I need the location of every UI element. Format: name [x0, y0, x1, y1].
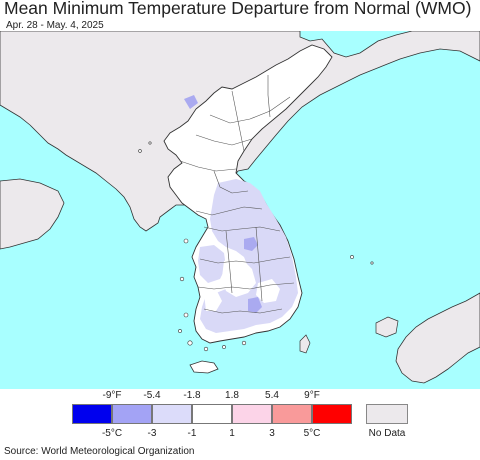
- dokdo: [370, 261, 374, 265]
- legend-f-label: -9°F: [102, 390, 122, 401]
- legend-c-label: 1: [229, 428, 235, 439]
- legend-swatch: [272, 404, 312, 424]
- legend-c-label: -1: [187, 428, 197, 439]
- legend-c-label: -3: [147, 428, 157, 439]
- below-normal-spot-2: [248, 297, 262, 313]
- legend-f-label: 5.4: [265, 390, 279, 401]
- japan: [395, 292, 480, 384]
- legend-f-label: -1.8: [183, 390, 201, 401]
- legend-swatch: [72, 404, 112, 424]
- china-coast: [0, 178, 65, 250]
- tsushima: [299, 334, 311, 354]
- map-panel: [0, 31, 480, 389]
- legend-f-label: 9°F: [304, 390, 320, 401]
- legend: -9°F -5.4 -1.8 1.8 5.4 9°F -5°C -3 -1 1 …: [0, 389, 480, 439]
- legend-c-label: 5°C: [303, 428, 321, 439]
- below-normal-spot: [244, 237, 258, 251]
- province-boundaries: [179, 75, 295, 314]
- legend-f-label: 1.8: [225, 390, 239, 401]
- no-data-swatch: [366, 404, 408, 424]
- temperature-map: [0, 31, 480, 389]
- source-credit: Source: World Meteorological Organizatio…: [4, 446, 195, 457]
- jeju-island: [189, 360, 219, 374]
- legend-f-label: -5.4: [143, 390, 161, 401]
- no-data-label: No Data: [368, 428, 406, 439]
- western-islands: [138, 141, 247, 352]
- slightly-below-west: [198, 245, 226, 283]
- legend-c-label: 3: [269, 428, 275, 439]
- legend-swatch: [232, 404, 272, 424]
- legend-swatch: [112, 404, 152, 424]
- below-normal-spot-3: [184, 95, 198, 109]
- near-normal-patch-3: [204, 289, 222, 311]
- legend-swatch: [312, 404, 352, 424]
- map-title: Mean Minimum Temperature Departure from …: [4, 0, 472, 18]
- legend-swatch: [192, 404, 232, 424]
- ulleungdo: [350, 255, 354, 259]
- legend-swatch: [152, 404, 192, 424]
- near-normal-patch-2: [256, 279, 280, 303]
- japan-islet: [375, 316, 399, 338]
- legend-c-label: -5°C: [101, 428, 123, 439]
- date-range: Apr. 28 - May. 4, 2025: [6, 20, 104, 31]
